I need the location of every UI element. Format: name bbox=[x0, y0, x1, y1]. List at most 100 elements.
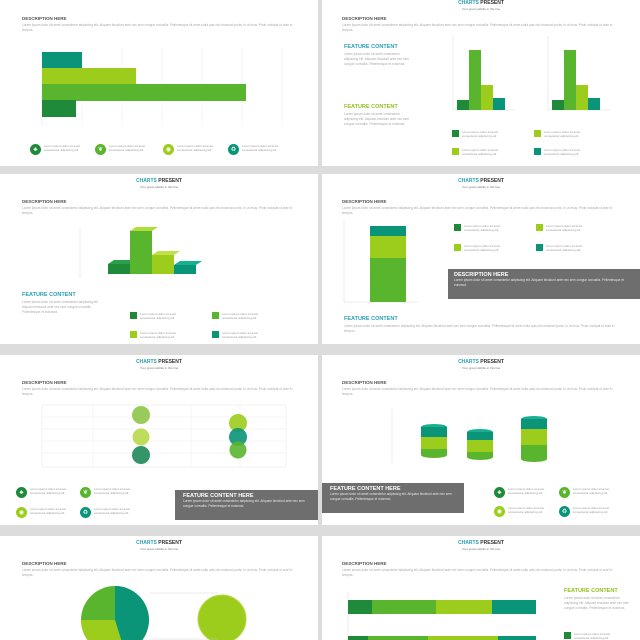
bubble bbox=[229, 414, 247, 432]
pie-chart bbox=[81, 586, 149, 640]
brand-title: CHARTS PRESENT bbox=[458, 0, 504, 6]
leaf-icon: ❦ bbox=[95, 144, 106, 155]
bar bbox=[493, 98, 505, 110]
recycle-icon: ♻ bbox=[80, 507, 91, 518]
bar-1 bbox=[42, 52, 82, 69]
bar bbox=[552, 100, 564, 110]
legend-item-2: Lorem ipsum dolor sit amet consectetur a… bbox=[212, 312, 272, 320]
slide-1[interactable]: DESCRIPTION HERE Lorem ipsum dolor sit a… bbox=[0, 0, 318, 166]
brand-subtitle: Your great subtitle in this line bbox=[461, 547, 501, 551]
bubble bbox=[132, 406, 150, 424]
bar-4 bbox=[42, 100, 76, 117]
brand-title: CHARTS PRESENT bbox=[458, 540, 504, 546]
globe-icon: ◉ bbox=[163, 144, 174, 155]
feature-text: Lorem ipsum dolor sit amet consectetur a… bbox=[344, 52, 410, 66]
description-text: Lorem ipsum dolor sit amet consectetur a… bbox=[22, 23, 293, 32]
description-heading: DESCRIPTION HERE bbox=[342, 380, 387, 385]
brand-subtitle: Your great subtitle in this line bbox=[461, 185, 501, 189]
brand-subtitle: Your great subtitle in this line bbox=[461, 366, 501, 370]
donut-chart bbox=[197, 594, 247, 640]
description-text: Lorem ipsum dolor sit amet consectetur a… bbox=[342, 568, 613, 577]
legend-item-3: Lorem ipsum dolor sit amet consectetur a… bbox=[454, 244, 514, 252]
slide-5[interactable]: CHARTS PRESENT Your great subtitle in th… bbox=[0, 355, 318, 525]
brand-title: CHARTS PRESENT bbox=[136, 540, 182, 546]
legend-item-4: Lorem ipsum dolor sit amet consectetur a… bbox=[212, 331, 272, 339]
bar bbox=[588, 98, 600, 110]
legend-item-3: Lorem ipsum dolor sit amet consectetur a… bbox=[130, 331, 190, 339]
tree-icon: ♣ bbox=[16, 487, 27, 498]
brand-title: CHARTS PRESENT bbox=[136, 178, 182, 184]
description-heading: DESCRIPTION HERE bbox=[22, 561, 67, 566]
feature-box: FEATURE CONTENT HERE Lorem ipsum dolor s… bbox=[322, 483, 464, 513]
legend-item-3: ◉ Lorem ipsum dolor sit amet consectetur… bbox=[163, 144, 227, 155]
bar-3 bbox=[42, 84, 246, 101]
feature-text-2: Lorem ipsum dolor sit amet consectetur a… bbox=[344, 112, 410, 126]
bubble bbox=[229, 428, 247, 446]
stacked-bar-chart bbox=[343, 220, 418, 303]
legend-item-1: ♣ Lorem ipsum dolor sit amet consectetur … bbox=[16, 487, 80, 498]
feature-heading-2: FEATURE CONTENT bbox=[344, 104, 398, 110]
slide-6[interactable]: CHARTS PRESENT Your great subtitle in th… bbox=[322, 355, 640, 525]
globe-icon: ◉ bbox=[16, 507, 27, 518]
description-text: Lorem ipsum dolor sit amet consectetur a… bbox=[22, 387, 293, 396]
slide-2[interactable]: CHARTS PRESENT Your great subtitle in th… bbox=[322, 0, 640, 166]
legend-item-2: ❦ Lorem ipsum dolor sit amet consectetur … bbox=[80, 487, 144, 498]
feature-heading: FEATURE CONTENT bbox=[22, 292, 76, 298]
horizontal-stacked-bar-chart bbox=[347, 592, 536, 640]
feature-text: Lorem ipsum dolor sit amet consectetur a… bbox=[564, 596, 630, 610]
brand-title: CHARTS PRESENT bbox=[136, 359, 182, 365]
feature-heading: FEATURE CONTENT bbox=[344, 316, 398, 322]
legend-item-3: Lorem ipsum dolor sit amet consectetur a… bbox=[452, 148, 512, 156]
bar-2 bbox=[42, 68, 136, 85]
bubble bbox=[132, 446, 150, 464]
tree-icon: ♣ bbox=[30, 144, 41, 155]
legend-item-2: ❦ Lorem ipsum dolor sit amet consectetur … bbox=[559, 487, 623, 498]
legend-item-4: Lorem ipsum dolor sit amet consectetur a… bbox=[534, 148, 594, 156]
slide-3[interactable]: CHARTS PRESENT Your great subtitle in th… bbox=[0, 174, 318, 344]
slide-8[interactable]: CHARTS PRESENT Your great subtitle in th… bbox=[322, 536, 640, 640]
brand-subtitle: Your great subtitle in this line bbox=[139, 185, 179, 189]
description-box: DESCRIPTION HERE Lorem ipsum dolor sit a… bbox=[448, 269, 640, 299]
segment bbox=[370, 236, 406, 258]
segment bbox=[492, 600, 536, 614]
leaf-icon: ❦ bbox=[559, 487, 570, 498]
segment bbox=[348, 600, 372, 614]
description-heading: DESCRIPTION HERE bbox=[342, 16, 387, 21]
feature-text: Lorem ipsum dolor sit amet consectetur a… bbox=[344, 324, 615, 333]
bubble-chart bbox=[41, 404, 287, 468]
description-text: Lorem ipsum dolor sit amet consectetur a… bbox=[22, 206, 293, 215]
segment bbox=[368, 636, 428, 640]
brand-title: CHARTS PRESENT bbox=[458, 178, 504, 184]
legend-item-1: ♣ Lorem ipsum dolor sit amet consectetur… bbox=[30, 144, 94, 155]
feature-heading: FEATURE CONTENT bbox=[564, 588, 618, 594]
3d-bar-chart bbox=[79, 227, 202, 278]
description-heading: DESCRIPTION HERE bbox=[342, 199, 387, 204]
bar bbox=[481, 85, 493, 110]
description-text: Lorem ipsum dolor sit amet consectetur a… bbox=[342, 23, 613, 32]
slide-7[interactable]: CHARTS PRESENT Your great subtitle in th… bbox=[0, 536, 318, 640]
legend-item-4: Lorem ipsum dolor sit amet consectetur a… bbox=[536, 244, 596, 252]
bar-chart-right bbox=[547, 36, 610, 111]
segment bbox=[428, 636, 498, 640]
tree-icon: ♣ bbox=[494, 487, 505, 498]
bubble bbox=[229, 441, 247, 459]
globe-icon: ◉ bbox=[494, 506, 505, 517]
description-text: Lorem ipsum dolor sit amet consectetur a… bbox=[342, 206, 613, 215]
description-text: Lorem ipsum dolor sit amet consectetur a… bbox=[22, 568, 293, 577]
horizontal-bar-chart bbox=[41, 48, 283, 126]
segment bbox=[498, 636, 536, 640]
legend-item-4: ♻ Lorem ipsum dolor sit amet consectetur … bbox=[559, 506, 623, 517]
segment bbox=[370, 226, 406, 236]
brand-subtitle: Your great subtitle in this line bbox=[461, 7, 501, 11]
description-heading: DESCRIPTION HERE bbox=[342, 561, 387, 566]
bar bbox=[564, 50, 576, 110]
legend-item-1: Lorem ipsum dolor sit amet consectetur a… bbox=[454, 224, 514, 232]
brand-subtitle: Your great subtitle in this line bbox=[139, 547, 179, 551]
legend-item-4: ♻ Lorem ipsum dolor sit amet consectetur… bbox=[228, 144, 292, 155]
feature-box: FEATURE CONTENT HERE Lorem ipsum dolor s… bbox=[175, 490, 318, 520]
description-heading: DESCRIPTION HERE bbox=[22, 380, 67, 385]
slide-4[interactable]: CHARTS PRESENT Your great subtitle in th… bbox=[322, 174, 640, 344]
bar-chart-left bbox=[452, 36, 515, 111]
legend-item-2: Lorem ipsum dolor sit amet consectetur a… bbox=[536, 224, 596, 232]
legend-item-1: Lorem ipsum dolor sit amet consectetur a… bbox=[130, 312, 190, 320]
